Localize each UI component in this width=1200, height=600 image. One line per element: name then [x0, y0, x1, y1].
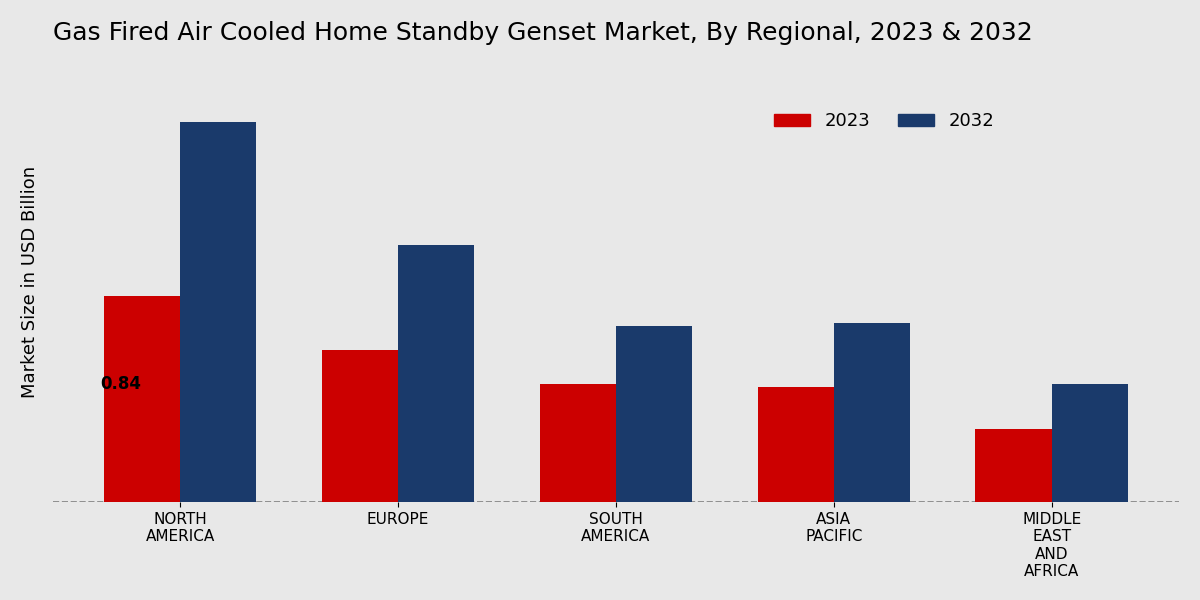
Bar [976, 428, 1051, 502]
Bar [1051, 385, 1128, 502]
Y-axis label: Market Size in USD Billion: Market Size in USD Billion [20, 166, 38, 398]
Bar [834, 323, 910, 502]
Bar [616, 326, 692, 502]
Bar [322, 350, 398, 502]
Text: Gas Fired Air Cooled Home Standby Genset Market, By Regional, 2023 & 2032: Gas Fired Air Cooled Home Standby Genset… [53, 21, 1032, 45]
Bar [180, 122, 257, 502]
Bar [757, 387, 834, 502]
Bar [540, 385, 616, 502]
Legend: 2023, 2032: 2023, 2032 [767, 105, 1001, 137]
Bar [104, 296, 180, 502]
Bar [398, 245, 474, 502]
Text: 0.84: 0.84 [100, 375, 142, 393]
